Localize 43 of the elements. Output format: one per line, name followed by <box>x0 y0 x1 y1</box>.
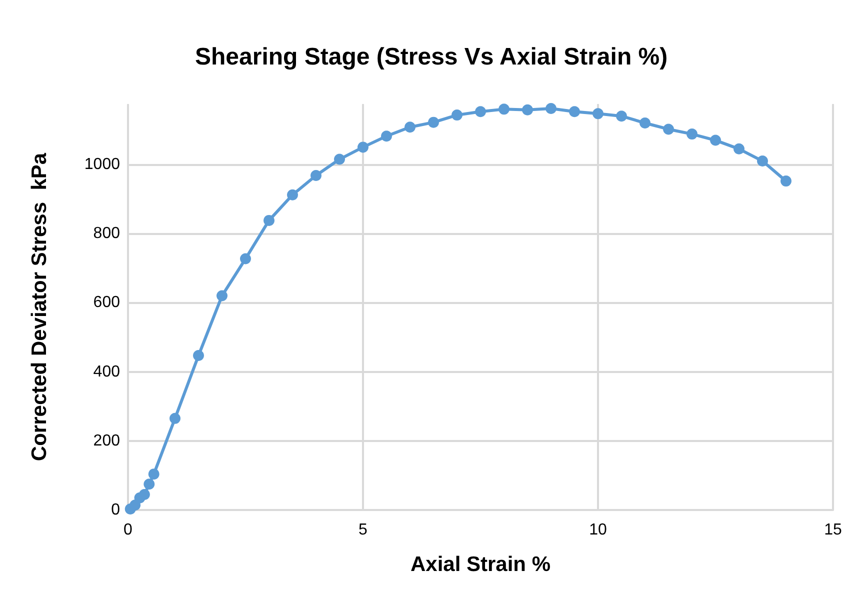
point <box>780 176 792 187</box>
chart-title: Shearing Stage (Stress Vs Axial Strain %) <box>195 44 668 70</box>
point <box>138 488 150 500</box>
point <box>216 290 228 302</box>
x-tick-label: 15 <box>824 522 842 538</box>
point <box>358 142 368 153</box>
point <box>428 116 439 128</box>
point <box>170 412 180 424</box>
point <box>144 478 155 490</box>
point <box>148 468 160 480</box>
x-tick-label: 10 <box>589 522 607 538</box>
point <box>522 104 533 116</box>
point <box>452 110 462 121</box>
point <box>287 189 298 200</box>
point <box>757 156 768 167</box>
point <box>569 106 580 118</box>
point <box>381 130 392 142</box>
point <box>264 214 274 226</box>
y-tick-label: 200 <box>93 432 120 450</box>
point <box>686 128 698 140</box>
point <box>592 108 604 120</box>
y-tick-label: 600 <box>93 294 120 312</box>
x-tick-label: 0 <box>124 522 133 538</box>
point <box>310 170 322 182</box>
point <box>475 106 486 118</box>
y-tick-label: 400 <box>93 363 120 380</box>
point <box>616 110 627 122</box>
point <box>240 253 251 264</box>
y-tick-label: 0 <box>111 502 120 518</box>
x-axis-title: Axial Strain % <box>410 553 551 576</box>
point <box>640 118 650 128</box>
point <box>404 122 416 133</box>
x-tick-label: 5 <box>358 522 368 538</box>
point <box>546 102 556 114</box>
point <box>734 143 744 154</box>
point <box>498 104 510 115</box>
y-axis-title: Corrected Deviator Stress kPa <box>28 152 51 462</box>
point <box>710 134 721 146</box>
point <box>193 350 204 362</box>
y-tick-label: 800 <box>93 225 120 242</box>
y-tick-label: 1000 <box>84 156 120 173</box>
point <box>334 154 345 165</box>
point <box>663 124 674 135</box>
